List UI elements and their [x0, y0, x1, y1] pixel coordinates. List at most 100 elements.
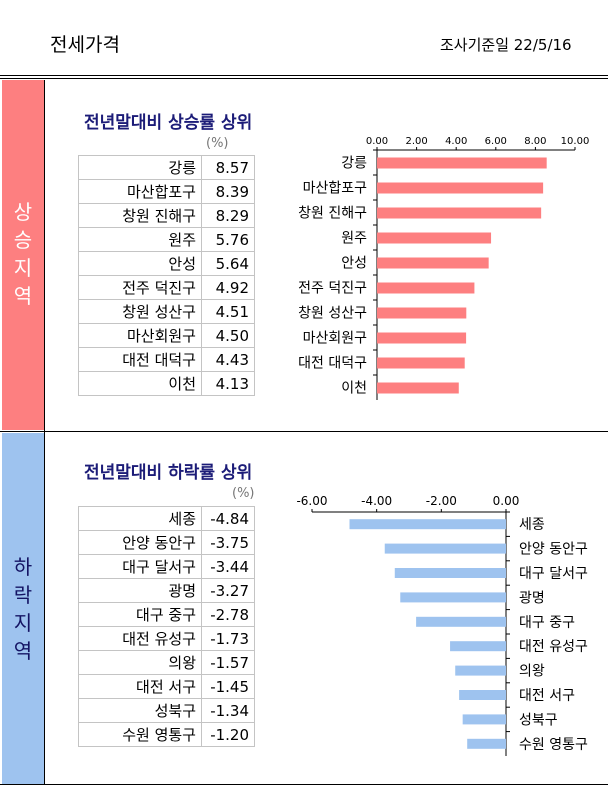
x-tick-label: -2.00: [426, 494, 457, 508]
bar: [416, 616, 506, 627]
table-row: 대구 달서구 -3.44: [78, 554, 255, 579]
page-title: 전세가격: [50, 34, 120, 56]
table-row: 대전 대덕구 4.43: [78, 347, 255, 372]
x-tick-label: 0.00: [366, 136, 388, 147]
rate-value: -3.44: [201, 554, 255, 579]
rise-side-label: 상 승 지 역: [2, 198, 44, 310]
x-tick-label: 8.00: [524, 136, 546, 147]
bar: [377, 182, 544, 194]
rate-value: -2.78: [201, 602, 255, 627]
rise-section-title: 전년말대비 상승률 상위: [84, 113, 253, 133]
category-label: 창원 진해구: [298, 206, 367, 222]
category-label: 의왕: [519, 664, 545, 680]
table-row: 안양 동안구 -3.75: [78, 530, 255, 555]
rate-value: 4.92: [201, 275, 255, 300]
table-row: 마산회원구 4.50: [78, 323, 255, 348]
region-name: 대구 중구: [78, 602, 202, 627]
category-label: 성북구: [519, 712, 558, 728]
region-name: 광명: [78, 578, 202, 603]
category-label: 안양 동안구: [519, 542, 588, 558]
rate-value: 4.13: [201, 371, 255, 396]
bar: [394, 568, 506, 578]
region-name: 대구 달서구: [78, 554, 202, 579]
category-label: 대구 달서구: [519, 566, 588, 582]
fall-side-char: 지: [13, 611, 33, 635]
bar: [377, 232, 492, 244]
rate-value: 4.51: [201, 299, 255, 324]
region-name: 마산합포구: [78, 179, 202, 204]
rate-value: -1.57: [201, 650, 255, 675]
fall-side-panel: 하 락 지 역: [2, 433, 44, 784]
fall-table: 세종 -4.84 안양 동안구 -3.75 대구 달서구 -3.44 광명 -3.27 …: [78, 506, 255, 747]
rate-value: 8.57: [201, 155, 255, 180]
header-divider-inner: [0, 78, 608, 79]
rise-side-char: 상: [13, 200, 33, 224]
bar: [462, 714, 506, 725]
region-name: 의왕: [78, 650, 202, 675]
bar: [384, 543, 506, 554]
x-tick-label: 0.00: [493, 494, 520, 508]
region-name: 성북구: [78, 698, 202, 723]
bar: [459, 690, 506, 700]
category-label: 이천: [341, 381, 367, 397]
category-label: 대전 유성구: [519, 639, 588, 655]
table-row: 대전 유성구 -1.73: [78, 626, 255, 651]
category-label: 대전 서구: [519, 688, 575, 704]
fall-side-label: 하 락 지 역: [2, 553, 44, 665]
rise-table: 강릉 8.57 마산합포구 8.39 창원 진해구 8.29 원주 5.76 안성 5.6…: [78, 155, 255, 396]
region-name: 마산회원구: [78, 323, 202, 348]
x-tick-label: 4.00: [445, 136, 467, 147]
category-label: 안성: [341, 256, 367, 272]
rate-value: -1.34: [201, 698, 255, 723]
rate-value: 4.43: [201, 347, 255, 372]
bar: [450, 641, 506, 652]
rise-side-panel: 상 승 지 역: [2, 80, 44, 430]
category-label: 대구 중구: [519, 615, 575, 631]
table-row: 세종 -4.84: [78, 506, 255, 531]
region-name: 전주 덕진구: [78, 275, 202, 300]
bottom-divider: [0, 784, 608, 785]
table-row: 마산합포구 8.39: [78, 179, 255, 204]
rate-value: -3.75: [201, 530, 255, 555]
region-name: 대전 대덕구: [78, 347, 202, 372]
survey-date: 조사기준일 22/5/16: [440, 36, 572, 54]
rate-value: 8.39: [201, 179, 255, 204]
category-label: 수원 영통구: [519, 737, 588, 753]
category-label: 광명: [519, 590, 545, 606]
table-row: 대전 서구 -1.45: [78, 674, 255, 699]
table-row: 안성 5.64: [78, 251, 255, 276]
category-label: 원주: [341, 231, 367, 247]
fall-section-title: 전년말대비 하락률 상위: [84, 463, 253, 483]
table-row: 수원 영통구 -1.20: [78, 722, 255, 747]
x-tick-label: 2.00: [405, 136, 427, 147]
region-name: 대전 서구: [78, 674, 202, 699]
bar: [377, 157, 547, 169]
category-label: 마산합포구: [303, 181, 368, 197]
fall-side-char: 하: [13, 555, 33, 579]
bar: [349, 519, 506, 530]
x-tick-label: 6.00: [485, 136, 507, 147]
rate-value: -3.27: [201, 578, 255, 603]
rate-value: -1.45: [201, 674, 255, 699]
category-label: 대전 대덕구: [298, 356, 367, 372]
region-name: 수원 영통구: [78, 722, 202, 747]
rise-side-char: 지: [13, 256, 33, 280]
x-tick-label: 10.00: [561, 136, 590, 147]
fall-side-char: 락: [13, 583, 33, 607]
table-row: 광명 -3.27: [78, 578, 255, 603]
rate-value: 5.64: [201, 251, 255, 276]
rate-value: 4.50: [201, 323, 255, 348]
category-label: 강릉: [341, 156, 367, 172]
table-row: 전주 덕진구 4.92: [78, 275, 255, 300]
region-name: 대전 유성구: [78, 626, 202, 651]
category-label: 세종: [519, 517, 545, 533]
bar: [467, 738, 506, 749]
rise-side-char: 승: [13, 228, 33, 252]
category-label: 마산회원구: [303, 331, 368, 347]
table-row: 강릉 8.57: [78, 155, 255, 180]
bar: [377, 257, 489, 269]
table-row: 이천 4.13: [78, 371, 255, 396]
bar: [377, 332, 467, 344]
